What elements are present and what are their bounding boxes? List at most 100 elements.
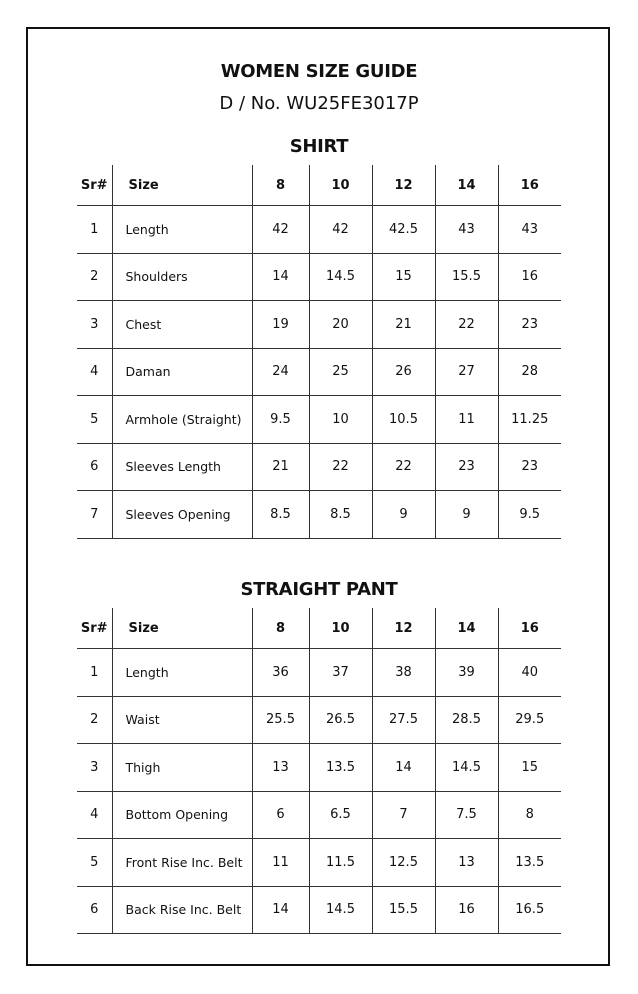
- measurement-value: 14.5: [308, 253, 372, 301]
- measurement-value: 8: [497, 791, 561, 839]
- measurement-value: 39: [434, 648, 498, 697]
- measurement-value: 9: [371, 490, 435, 539]
- row-number: 3: [77, 743, 112, 792]
- measurement-value: 16: [497, 253, 561, 301]
- row-number: 5: [77, 395, 112, 444]
- measurement-value: 16.5: [497, 886, 561, 934]
- table-header-row: Sr# Size 8 10 12 14 16: [77, 165, 561, 206]
- measurement-value: 13: [434, 838, 498, 887]
- measurement-name: Chest: [111, 300, 252, 349]
- measurement-value: 21: [251, 443, 309, 491]
- column-header: 16: [497, 608, 561, 649]
- table-row: 6 Back Rise Inc. Belt 14 14.5 15.5 16 16.5: [77, 886, 561, 934]
- column-header: Size: [111, 165, 252, 206]
- measurement-value: 26.5: [308, 696, 372, 744]
- measurement-value: 7.5: [434, 791, 498, 839]
- measurement-name: Sleeves Opening: [111, 490, 252, 539]
- row-number: 4: [77, 791, 112, 839]
- row-number: 5: [77, 838, 112, 887]
- measurement-name: Bottom Opening: [111, 791, 252, 839]
- measurement-name: Length: [111, 648, 252, 697]
- table-row: 2 Shoulders 14 14.5 15 15.5 16: [77, 253, 561, 301]
- measurement-value: 12.5: [371, 838, 435, 887]
- measurement-value: 8.5: [308, 490, 372, 539]
- measurement-value: 23: [497, 443, 561, 491]
- row-number: 1: [77, 205, 112, 254]
- measurement-value: 40: [497, 648, 561, 697]
- column-header: Size: [111, 608, 252, 649]
- measurement-value: 7: [371, 791, 435, 839]
- measurement-value: 13.5: [308, 743, 372, 792]
- table-row: 2 Waist 25.5 26.5 27.5 28.5 29.5: [77, 696, 561, 744]
- measurement-value: 26: [371, 348, 435, 396]
- measurement-name: Length: [111, 205, 252, 254]
- measurement-value: 14.5: [308, 886, 372, 934]
- table-row: 5 Front Rise Inc. Belt 11 11.5 12.5 13 13.5: [77, 838, 561, 887]
- row-number: 3: [77, 300, 112, 349]
- column-header: 12: [371, 608, 435, 649]
- measurement-value: 13: [251, 743, 309, 792]
- measurement-value: 10: [308, 395, 372, 444]
- measurement-value: 28.5: [434, 696, 498, 744]
- measurement-value: 24: [251, 348, 309, 396]
- table-row: 3 Chest 19 20 21 22 23: [77, 300, 561, 349]
- table-row: 1 Length 36 37 38 39 40: [77, 648, 561, 697]
- column-header: 10: [308, 608, 372, 649]
- row-number: 2: [77, 253, 112, 301]
- page-title: WOMEN SIZE GUIDE: [220, 61, 418, 82]
- measurement-name: Daman: [111, 348, 252, 396]
- measurement-value: 11.5: [308, 838, 372, 887]
- column-header: 16: [497, 165, 561, 206]
- measurement-name: Sleeves Length: [111, 443, 252, 491]
- measurement-value: 22: [371, 443, 435, 491]
- measurement-name: Armhole (Straight): [111, 395, 252, 444]
- measurement-value: 14: [251, 886, 309, 934]
- measurement-value: 43: [497, 205, 561, 254]
- measurement-name: Waist: [111, 696, 252, 744]
- measurement-value: 14: [371, 743, 435, 792]
- measurement-value: 27: [434, 348, 498, 396]
- page-border: [26, 27, 610, 966]
- measurement-value: 42: [308, 205, 372, 254]
- table-row: 6 Sleeves Length 21 22 22 23 23: [77, 443, 561, 491]
- measurement-value: 15.5: [434, 253, 498, 301]
- measurement-value: 10.5: [371, 395, 435, 444]
- column-header: 14: [434, 165, 498, 206]
- design-number: D / No. WU25FE3017P: [219, 93, 419, 114]
- row-number: 1: [77, 648, 112, 697]
- measurement-name: Front Rise Inc. Belt: [111, 838, 252, 887]
- column-header: 10: [308, 165, 372, 206]
- table-row: 4 Daman 24 25 26 27 28: [77, 348, 561, 396]
- measurement-value: 23: [497, 300, 561, 349]
- measurement-value: 19: [251, 300, 309, 349]
- measurement-value: 9.5: [497, 490, 561, 539]
- table-row: 7 Sleeves Opening 8.5 8.5 9 9 9.5: [77, 490, 561, 539]
- measurement-value: 15: [371, 253, 435, 301]
- measurement-value: 6.5: [308, 791, 372, 839]
- table-row: 5 Armhole (Straight) 9.5 10 10.5 11 11.25: [77, 395, 561, 444]
- shirt-size-table: Sr# Size 8 10 12 14 16 1 Length 42 42 42.5 43 43 2 Shou…: [77, 165, 561, 539]
- measurement-value: 15.5: [371, 886, 435, 934]
- measurement-value: 20: [308, 300, 372, 349]
- column-header: 8: [251, 608, 309, 649]
- section-title-shirt: SHIRT: [289, 136, 349, 157]
- measurement-value: 14: [251, 253, 309, 301]
- table-row: 3 Thigh 13 13.5 14 14.5 15: [77, 743, 561, 792]
- measurement-value: 11: [434, 395, 498, 444]
- measurement-value: 38: [371, 648, 435, 697]
- measurement-value: 11: [251, 838, 309, 887]
- measurement-value: 9.5: [251, 395, 309, 444]
- measurement-value: 13.5: [497, 838, 561, 887]
- measurement-value: 6: [251, 791, 309, 839]
- measurement-name: Shoulders: [111, 253, 252, 301]
- row-number: 7: [77, 490, 112, 539]
- column-header: 12: [371, 165, 435, 206]
- measurement-value: 28: [497, 348, 561, 396]
- measurement-value: 15: [497, 743, 561, 792]
- measurement-value: 14.5: [434, 743, 498, 792]
- measurement-value: 37: [308, 648, 372, 697]
- measurement-value: 42.5: [371, 205, 435, 254]
- measurement-value: 43: [434, 205, 498, 254]
- measurement-value: 21: [371, 300, 435, 349]
- row-number: 4: [77, 348, 112, 396]
